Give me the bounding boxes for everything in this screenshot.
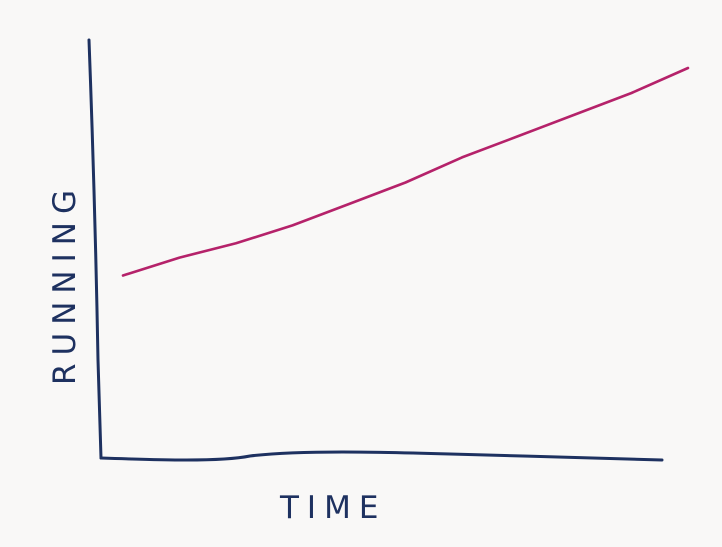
y-axis-line: [87, 38, 103, 460]
x-axis-line: [99, 450, 664, 462]
y-axis-label: RUNNING: [47, 182, 83, 385]
series-line-0: [121, 66, 690, 277]
series-layer: [121, 66, 690, 277]
x-axis-label: TIME: [279, 490, 386, 526]
